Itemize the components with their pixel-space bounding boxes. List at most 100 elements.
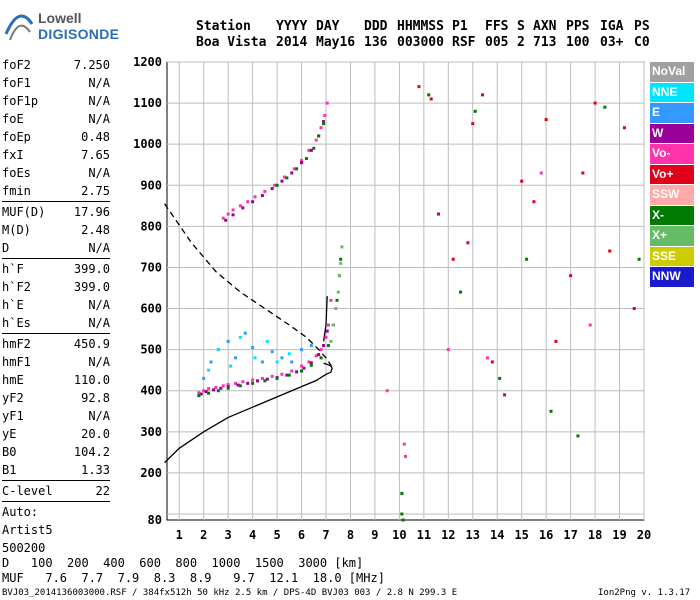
param-name: foEs [2,166,31,180]
param-value: 450.9 [73,337,110,351]
solid-profile-curve [322,296,328,342]
echo-point [290,360,294,364]
y-tick-label: 500 [140,343,162,357]
echo-point [437,212,441,216]
echo-point [417,85,421,89]
echo-point [226,383,230,387]
param-value: 7.250 [73,58,110,72]
echo-point [285,373,289,377]
y-tick-label: 1100 [133,96,162,110]
param-separator [2,258,110,259]
x-tick-label: 11 [417,528,431,542]
header-label-ffs: FFS [485,19,509,34]
param-row: hmE 110.0 [2,371,110,389]
legend-item: X- [650,205,694,225]
param-row: foF1p N/A [2,92,110,110]
x-tick-label: 18 [588,528,602,542]
polarization-legend: NoVal NNE E W Vo- Vo+ SSW X- X+ SSE NNW [650,62,694,288]
header-label-iga: IGA [600,19,624,34]
echo-point [295,167,299,171]
echo-point [275,360,279,364]
echo-point [319,356,323,360]
y-tick-label: 300 [140,425,162,439]
param-row: B0 104.2 [2,443,110,461]
header-pps-value: 100 [566,35,590,50]
echo-point [322,122,326,126]
echo-point [339,261,343,265]
echo-point [236,383,240,387]
echo-point [307,148,311,152]
echo-point [335,298,339,302]
echo-point [214,385,218,389]
echo-point [197,394,201,398]
param-row: foEp 0.48 [2,128,110,146]
echo-point [429,97,433,101]
param-row: yF1 N/A [2,407,110,425]
echo-point [199,392,203,396]
param-row: h`F 399.0 [2,260,110,278]
echo-point [251,378,255,382]
echo-point [632,307,636,311]
dashed-profile-curve [164,203,333,369]
legend-item: SSW [650,185,694,205]
param-name: D [2,241,10,255]
header-p1-value: RSF [452,35,476,50]
footer-file-info: BVJ03_2014136003000.RSF / 384fx512h 50 k… [2,588,458,598]
echo-point [340,245,344,249]
echo-point [309,361,313,365]
param-row: h`Es N/A [2,314,110,332]
echo-point [273,183,277,187]
param-name: foF2 [2,58,31,72]
legend-item: Vo- [650,144,694,164]
logo-icon [4,14,34,41]
echo-point [265,377,269,381]
echo-point [466,241,470,245]
echo-point [312,146,316,150]
echo-point [287,352,291,356]
param-name: MUF(D) [2,205,46,219]
legend-item: SSE [650,246,694,266]
echo-point [485,356,489,360]
echo-point [304,157,308,161]
echo-point [226,386,230,390]
echo-point [216,389,220,393]
echo-point [569,274,573,278]
footer-d-row: D 100 200 400 600 800 1000 1500 3000 [km… [2,556,363,570]
param-value: 110.0 [73,373,110,387]
y-axis-ticks: 80 200 300 400 500 600 700 800 900 1000 1100 1200 [133,55,162,527]
param-value: 399.0 [73,262,110,276]
x-axis-ticks: 1 2 3 4 5 6 7 8 9 10 11 12 13 14 15 16 17 18 19 20 [176,528,652,542]
param-value: N/A [88,409,110,423]
param-value: N/A [88,112,110,126]
echo-point [287,373,291,377]
echo-point [503,393,507,397]
echo-point [246,381,250,385]
param-row: hmF2 450.9 [2,335,110,353]
param-row: foE N/A [2,110,110,128]
y-tick-label: 900 [140,178,162,192]
x-tick-label: 5 [273,528,280,542]
echo-point [226,339,230,343]
legend-item: Vo+ [650,164,694,184]
header-label-ps: PS [634,19,650,34]
echo-point [226,212,230,216]
param-separator [2,501,110,502]
echo-point [385,389,389,393]
x-tick-label: 14 [490,528,504,542]
echo-point [243,331,247,335]
param-value: N/A [88,166,110,180]
header-label-station: Station [196,19,251,34]
echo-point [314,138,318,142]
echo-point [233,356,237,360]
legend-item: NNE [650,82,694,102]
echo-point [319,348,323,352]
echo-point [263,379,267,383]
param-name: yE [2,427,17,441]
param-name: h`F2 [2,280,31,294]
param-row: yE 20.0 [2,425,110,443]
param-text: Artist5 [2,523,53,537]
echo-point [280,356,284,360]
echo-point [336,290,340,294]
legend-item: E [650,103,694,123]
y-tick-label: 600 [140,302,162,316]
